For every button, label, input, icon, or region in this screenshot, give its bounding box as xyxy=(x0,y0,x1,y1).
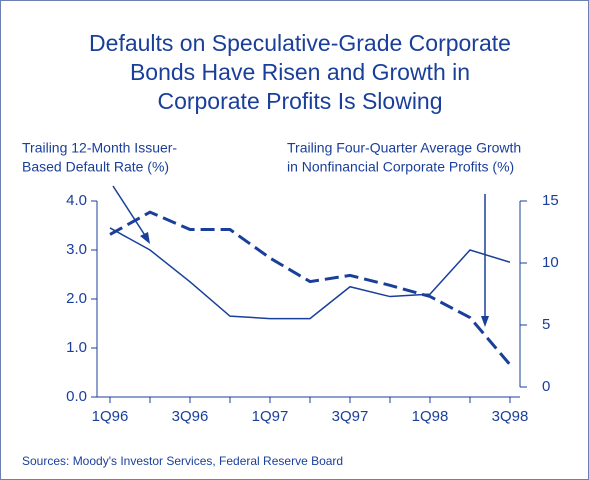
annotation: Based Default Rate (%) xyxy=(22,159,169,175)
chart-title: Bonds Have Risen and Growth in xyxy=(130,59,470,85)
x-tick-label: 3Q98 xyxy=(492,408,529,425)
y-tick-label: 4.0 xyxy=(66,192,87,209)
annotation: Trailing 12-Month Issuer- xyxy=(22,140,177,156)
arrow xyxy=(112,185,149,241)
x-tick-label: 1Q97 xyxy=(252,408,289,425)
y2-tick-label: 10 xyxy=(542,254,559,271)
annotation: Trailing Four-Quarter Average Growth xyxy=(287,140,521,156)
x-tick-label: 3Q97 xyxy=(332,408,369,425)
y-tick-label: 2.0 xyxy=(66,290,87,307)
annotation: in Nonfinancial Corporate Profits (%) xyxy=(287,159,514,175)
chart-title: Defaults on Speculative-Grade Corporate xyxy=(89,30,511,56)
arrow-head xyxy=(140,232,150,244)
y2-tick-label: 5 xyxy=(542,316,550,333)
y2-tick-label: 0 xyxy=(542,378,550,395)
arrow-head xyxy=(481,316,489,327)
y-tick-label: 1.0 xyxy=(66,339,87,356)
y-tick-label: 3.0 xyxy=(66,241,87,258)
series-line xyxy=(109,227,511,320)
chart-title: Corporate Profits Is Slowing xyxy=(157,88,442,114)
series-line xyxy=(109,210,512,366)
y2-tick-label: 15 xyxy=(542,192,559,209)
x-tick-label: 3Q96 xyxy=(172,408,209,425)
y-tick-label: 0.0 xyxy=(66,388,87,405)
source: Sources: Moody's Investor Services, Fede… xyxy=(22,454,343,468)
x-tick-label: 1Q96 xyxy=(92,408,129,425)
x-tick-label: 1Q98 xyxy=(412,408,449,425)
